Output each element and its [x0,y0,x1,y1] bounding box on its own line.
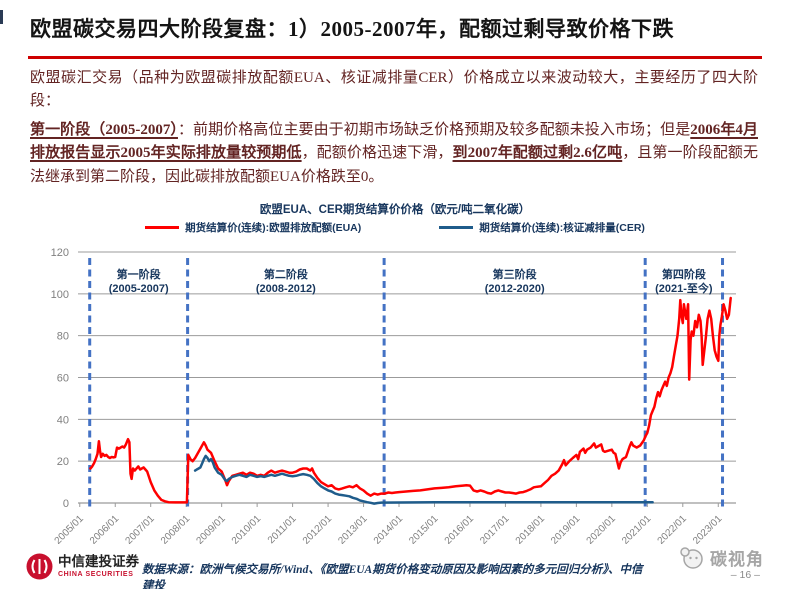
x-tick-label: 2022/01 [656,513,690,544]
phase-label-years: (2012-2020) [485,283,545,295]
phase1-text-a: ：前期价格高位主要由于初期市场缺乏价格预期及较多配额未投入市场；但是 [177,122,691,138]
x-tick-label: 2020/01 [585,513,619,544]
phase-label: 第一阶段 [117,267,161,281]
edge-artifact [0,10,3,24]
x-tick-label: 2011/01 [266,513,299,544]
y-tick-label: 20 [57,456,69,468]
y-tick-label: 0 [63,498,69,510]
x-tick-label: 2018/01 [514,513,548,544]
title-underline-rule [28,56,762,59]
x-tick-label: 2015/01 [407,513,441,544]
logo-text-en: CHINA SECURITIES [58,570,134,578]
phase-label-years: (2005-2007) [109,283,169,295]
legend-item-cer: 期货结算价(连续):核证减排量(CER) [439,220,645,235]
x-tick-label: 2017/01 [478,513,512,544]
logo-text-cn: 中信建投证券 [58,554,139,570]
page-number: – 16 – [730,569,760,581]
phase1-text-b: ，配额价格迅速下滑， [301,145,453,162]
intro-paragraph: 欧盟碳汇交易（品种为欧盟碳排放配额EUA、核证减排量CER）价格成立以来波动较大… [30,70,758,110]
footer-logo: 中信建投证券 CHINA SECURITIES [26,553,139,580]
x-tick-label: 2006/01 [88,513,122,544]
y-tick-label: 60 [57,373,69,385]
eua-line-swatch [145,226,180,229]
phase-label: 第四阶段 [662,267,706,281]
legend-item-eua: 期货结算价(连续):欧盟排放配额(EUA) [145,220,361,235]
x-tick-label: 2012/01 [301,513,335,544]
x-tick-label: 2007/01 [123,513,157,544]
phase-label: 第二阶段 [264,267,308,281]
y-tick-label: 80 [57,331,69,343]
legend-label-eua: 期货结算价(连续):欧盟排放配额(EUA) [185,222,362,234]
watermark: 碳视角 [678,545,764,570]
eua-price-line [89,296,732,504]
y-tick-label: 40 [57,414,69,426]
mascot-icon [680,546,703,569]
x-tick-label: 2008/01 [159,513,193,544]
cer-price-line [193,454,654,505]
x-tick-label: 2023/01 [691,513,725,544]
cer-line-swatch [439,226,474,229]
x-tick-label: 2009/01 [194,513,228,544]
x-tick-label: 2021/01 [620,513,654,544]
phase1-paragraph: 第一阶段（2005-2007）：前期价格高位主要由于初期市场缺乏价格预期及较多配… [30,119,758,189]
phase-label-years: (2021-至今) [655,281,713,295]
legend-label-cer: 期货结算价(连续):核证减排量(CER) [479,222,645,234]
y-tick-label: 100 [51,289,69,301]
chart-legend: 期货结算价(连续):欧盟排放配额(EUA) 期货结算价(连续):核证减排量(CE… [0,220,790,235]
page-title: 欧盟碳交易四大阶段复盘：1）2005-2007年，配额过剩导致价格下跌 [30,17,674,41]
phase1-highlight-2: 到2007年配额过剩2.6亿吨 [452,145,623,162]
price-chart-svg: 0 20 40 60 80 100 120 2005/01 2006/01 2007/01 2008… [51,247,736,544]
x-tick-label: 2016/01 [443,513,477,544]
x-tick-label: 2014/01 [372,513,406,544]
x-tick-label: 2013/01 [336,513,370,544]
watermark-text: 碳视角 [710,550,764,569]
phase-label: 第三阶段 [493,267,537,281]
x-tick-label: 2005/01 [53,513,87,544]
x-tick-label: 2019/01 [549,513,583,544]
phase-label-years: (2008-2012) [256,283,316,295]
phase1-text-c: ，且第一阶段配额无法继承到第二阶段，因此碳排放配额EUA价格跌至0。 [30,145,758,185]
x-tick-label: 2010/01 [230,513,264,544]
phase1-heading: 第一阶段（2005-2007） [30,122,178,138]
y-tick-label: 120 [51,247,69,259]
data-source-note: 数据来源：欧洲气候交易所/Wind、《欧盟EUA期货价格变动原因及影响因素的多元… [142,564,643,589]
chart-title: 欧盟EUA、CER期货结算价价格（欧元/吨二氧化碳） [259,204,531,216]
citic-logo-icon [26,553,53,580]
phase1-highlight-1: 2006年4月排放报告显示2005年实际排放量较预期低 [30,122,758,162]
